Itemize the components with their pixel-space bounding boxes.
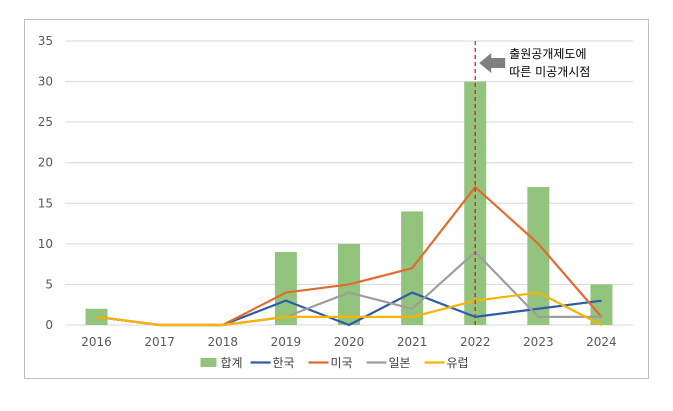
y-tick-label-35: 35 — [38, 34, 53, 48]
bar-2024 — [590, 284, 613, 325]
y-tick-label-0: 0 — [45, 318, 53, 332]
y-tick-label-20: 20 — [38, 156, 53, 170]
legend-swatch-합계 — [200, 358, 217, 367]
chart-frame: 0 5 10 15 20 25 30 35 2016 2017 2018 2019 2020 2021 2… — [24, 19, 649, 379]
legend-label-유럽: 유럽 — [447, 356, 469, 370]
annotation: 출원공개제도에 따른 미공개시점 — [474, 41, 590, 325]
x-tick-label-2022: 2022 — [460, 335, 491, 349]
legend-label-합계: 합계 — [221, 356, 243, 370]
x-tick-label-2018: 2018 — [208, 335, 239, 349]
x-tick-label-2019: 2019 — [271, 335, 302, 349]
x-tick-label-2021: 2021 — [397, 335, 428, 349]
annotation-text-line1: 출원공개제도에 — [509, 47, 586, 61]
y-axis-ticks: 0 5 10 15 20 25 30 35 — [38, 34, 53, 332]
annotation-arrow-icon — [479, 53, 506, 73]
x-axis-ticks: 2016 2017 2018 2019 2020 2021 2022 2023 2024 — [81, 335, 616, 349]
y-tick-label-15: 15 — [38, 196, 53, 210]
x-tick-label-2017: 2017 — [144, 335, 175, 349]
line-유럽 — [96, 291, 602, 327]
legend-label-미국: 미국 — [331, 356, 353, 370]
y-tick-label-10: 10 — [38, 237, 53, 251]
legend-label-일본: 일본 — [389, 356, 411, 370]
x-tick-label-2016: 2016 — [81, 335, 112, 349]
x-tick-label-2020: 2020 — [334, 335, 365, 349]
line-series-group — [96, 185, 603, 327]
y-tick-label-30: 30 — [38, 75, 53, 89]
x-tick-label-2024: 2024 — [586, 335, 617, 349]
legend-label-한국: 한국 — [273, 356, 295, 370]
bar-2019 — [274, 251, 297, 325]
legend: 합계 한국 미국 일본 유럽 — [200, 356, 469, 370]
y-tick-label-25: 25 — [38, 115, 53, 129]
annotation-text-line2: 따른 미공개시점 — [509, 65, 590, 79]
y-tick-label-5: 5 — [45, 277, 53, 291]
x-tick-label-2023: 2023 — [523, 335, 554, 349]
bar-2023 — [527, 187, 550, 325]
